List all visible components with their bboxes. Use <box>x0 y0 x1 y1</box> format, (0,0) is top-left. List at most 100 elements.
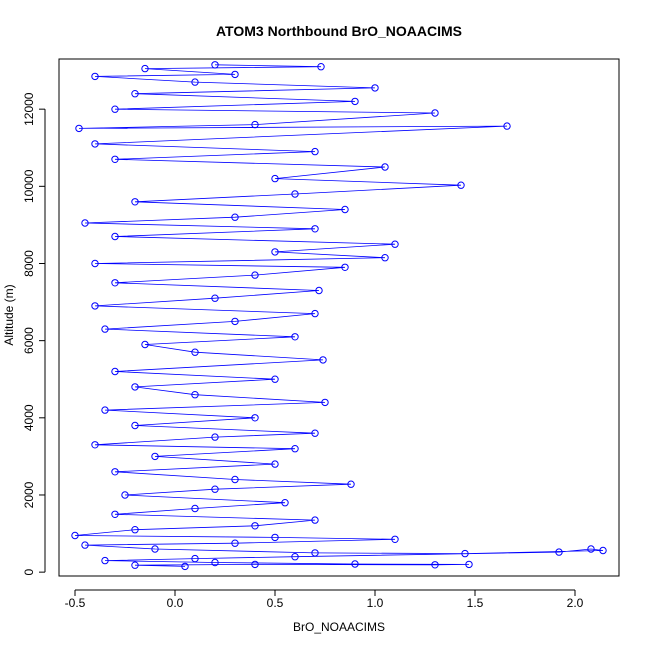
data-point <box>291 445 299 453</box>
chart-title: ATOM3 Northbound BrO_NOAACIMS <box>216 23 462 39</box>
data-point <box>111 105 119 113</box>
data-point <box>151 452 159 461</box>
data-point <box>341 263 349 271</box>
data-point <box>465 560 473 569</box>
data-point <box>101 406 109 414</box>
data-point <box>311 429 319 437</box>
data-point <box>181 562 189 571</box>
data-point <box>211 433 219 441</box>
data-point <box>191 554 199 563</box>
x-tick-label: 2.0 <box>567 596 584 610</box>
data-point <box>457 181 465 189</box>
data-point <box>131 561 139 569</box>
data-point <box>503 122 511 130</box>
data-point <box>311 549 319 557</box>
data-point <box>91 140 99 148</box>
data-point <box>317 62 325 71</box>
data-point <box>311 147 319 156</box>
data-point <box>271 533 279 542</box>
data-point <box>251 120 259 129</box>
data-point <box>101 556 109 565</box>
data-point <box>111 279 119 287</box>
data-point <box>71 531 79 540</box>
data-point <box>131 198 139 206</box>
data-point <box>321 398 329 407</box>
x-tick-label: 0.5 <box>267 596 284 610</box>
data-point <box>251 414 259 422</box>
data-point <box>381 163 389 171</box>
data-point <box>131 526 139 534</box>
data-layer <box>71 61 607 571</box>
data-point <box>91 441 99 449</box>
data-point <box>311 309 319 318</box>
data-point <box>111 367 119 376</box>
data-point <box>271 174 279 183</box>
data-point <box>191 504 199 513</box>
data-point <box>111 155 119 164</box>
x-axis-label: BrO_NOAACIMS <box>293 620 385 634</box>
data-point <box>91 72 99 81</box>
x-tick-label: 1.0 <box>367 596 384 610</box>
data-point <box>351 97 359 106</box>
data-point <box>431 561 439 569</box>
data-point <box>211 61 219 69</box>
data-point <box>291 553 299 561</box>
data-point <box>211 294 219 302</box>
x-tick-label: -0.5 <box>65 596 86 610</box>
data-point <box>599 546 607 555</box>
axes-layer: -0.5 0.0 0.5 1.0 1.5 2.0 0 2000 4000 6000 8000 1000… <box>22 92 584 610</box>
data-point <box>281 499 289 507</box>
data-point <box>391 240 399 248</box>
data-point <box>291 190 299 198</box>
data-point <box>141 340 149 349</box>
data-point <box>315 286 323 295</box>
data-point <box>431 109 439 117</box>
data-point <box>381 254 389 262</box>
data-point <box>555 548 563 556</box>
x-tick-label: 1.5 <box>467 596 484 610</box>
data-point <box>311 225 319 233</box>
data-point <box>351 560 359 568</box>
data-point <box>101 325 109 333</box>
data-point <box>271 375 279 383</box>
data-point <box>347 480 355 488</box>
data-point <box>191 348 199 356</box>
data-point <box>341 205 349 214</box>
data-point <box>319 356 327 364</box>
data-point <box>75 124 83 133</box>
y-tick-label: 8000 <box>22 250 36 277</box>
plot-frame <box>58 58 620 577</box>
data-point <box>211 485 219 493</box>
data-point <box>251 560 259 569</box>
data-point <box>131 421 139 430</box>
data-point <box>311 516 319 524</box>
data-point <box>111 468 119 476</box>
y-tick-label: 0 <box>22 568 36 575</box>
data-point <box>141 64 149 73</box>
data-point <box>191 391 199 399</box>
data-point <box>151 545 159 553</box>
data-point <box>231 317 239 326</box>
data-point <box>587 545 595 553</box>
data-point <box>271 248 279 256</box>
data-point <box>251 522 259 530</box>
y-tick-label: 12000 <box>22 92 36 126</box>
data-point <box>231 475 239 484</box>
data-point <box>271 460 279 468</box>
series-line <box>74 64 604 567</box>
y-tick-label: 10000 <box>22 169 36 203</box>
data-point <box>461 549 469 558</box>
data-point <box>391 535 399 543</box>
data-point <box>81 541 89 549</box>
y-tick-label: 4000 <box>22 404 36 431</box>
data-point <box>111 232 119 241</box>
data-point <box>91 259 99 268</box>
y-tick-label: 6000 <box>22 327 36 354</box>
data-point <box>211 558 219 567</box>
data-point <box>371 84 379 92</box>
data-point <box>251 271 259 279</box>
data-point <box>131 383 139 391</box>
data-point <box>231 70 239 79</box>
data-point <box>231 539 239 547</box>
data-point <box>131 90 139 98</box>
